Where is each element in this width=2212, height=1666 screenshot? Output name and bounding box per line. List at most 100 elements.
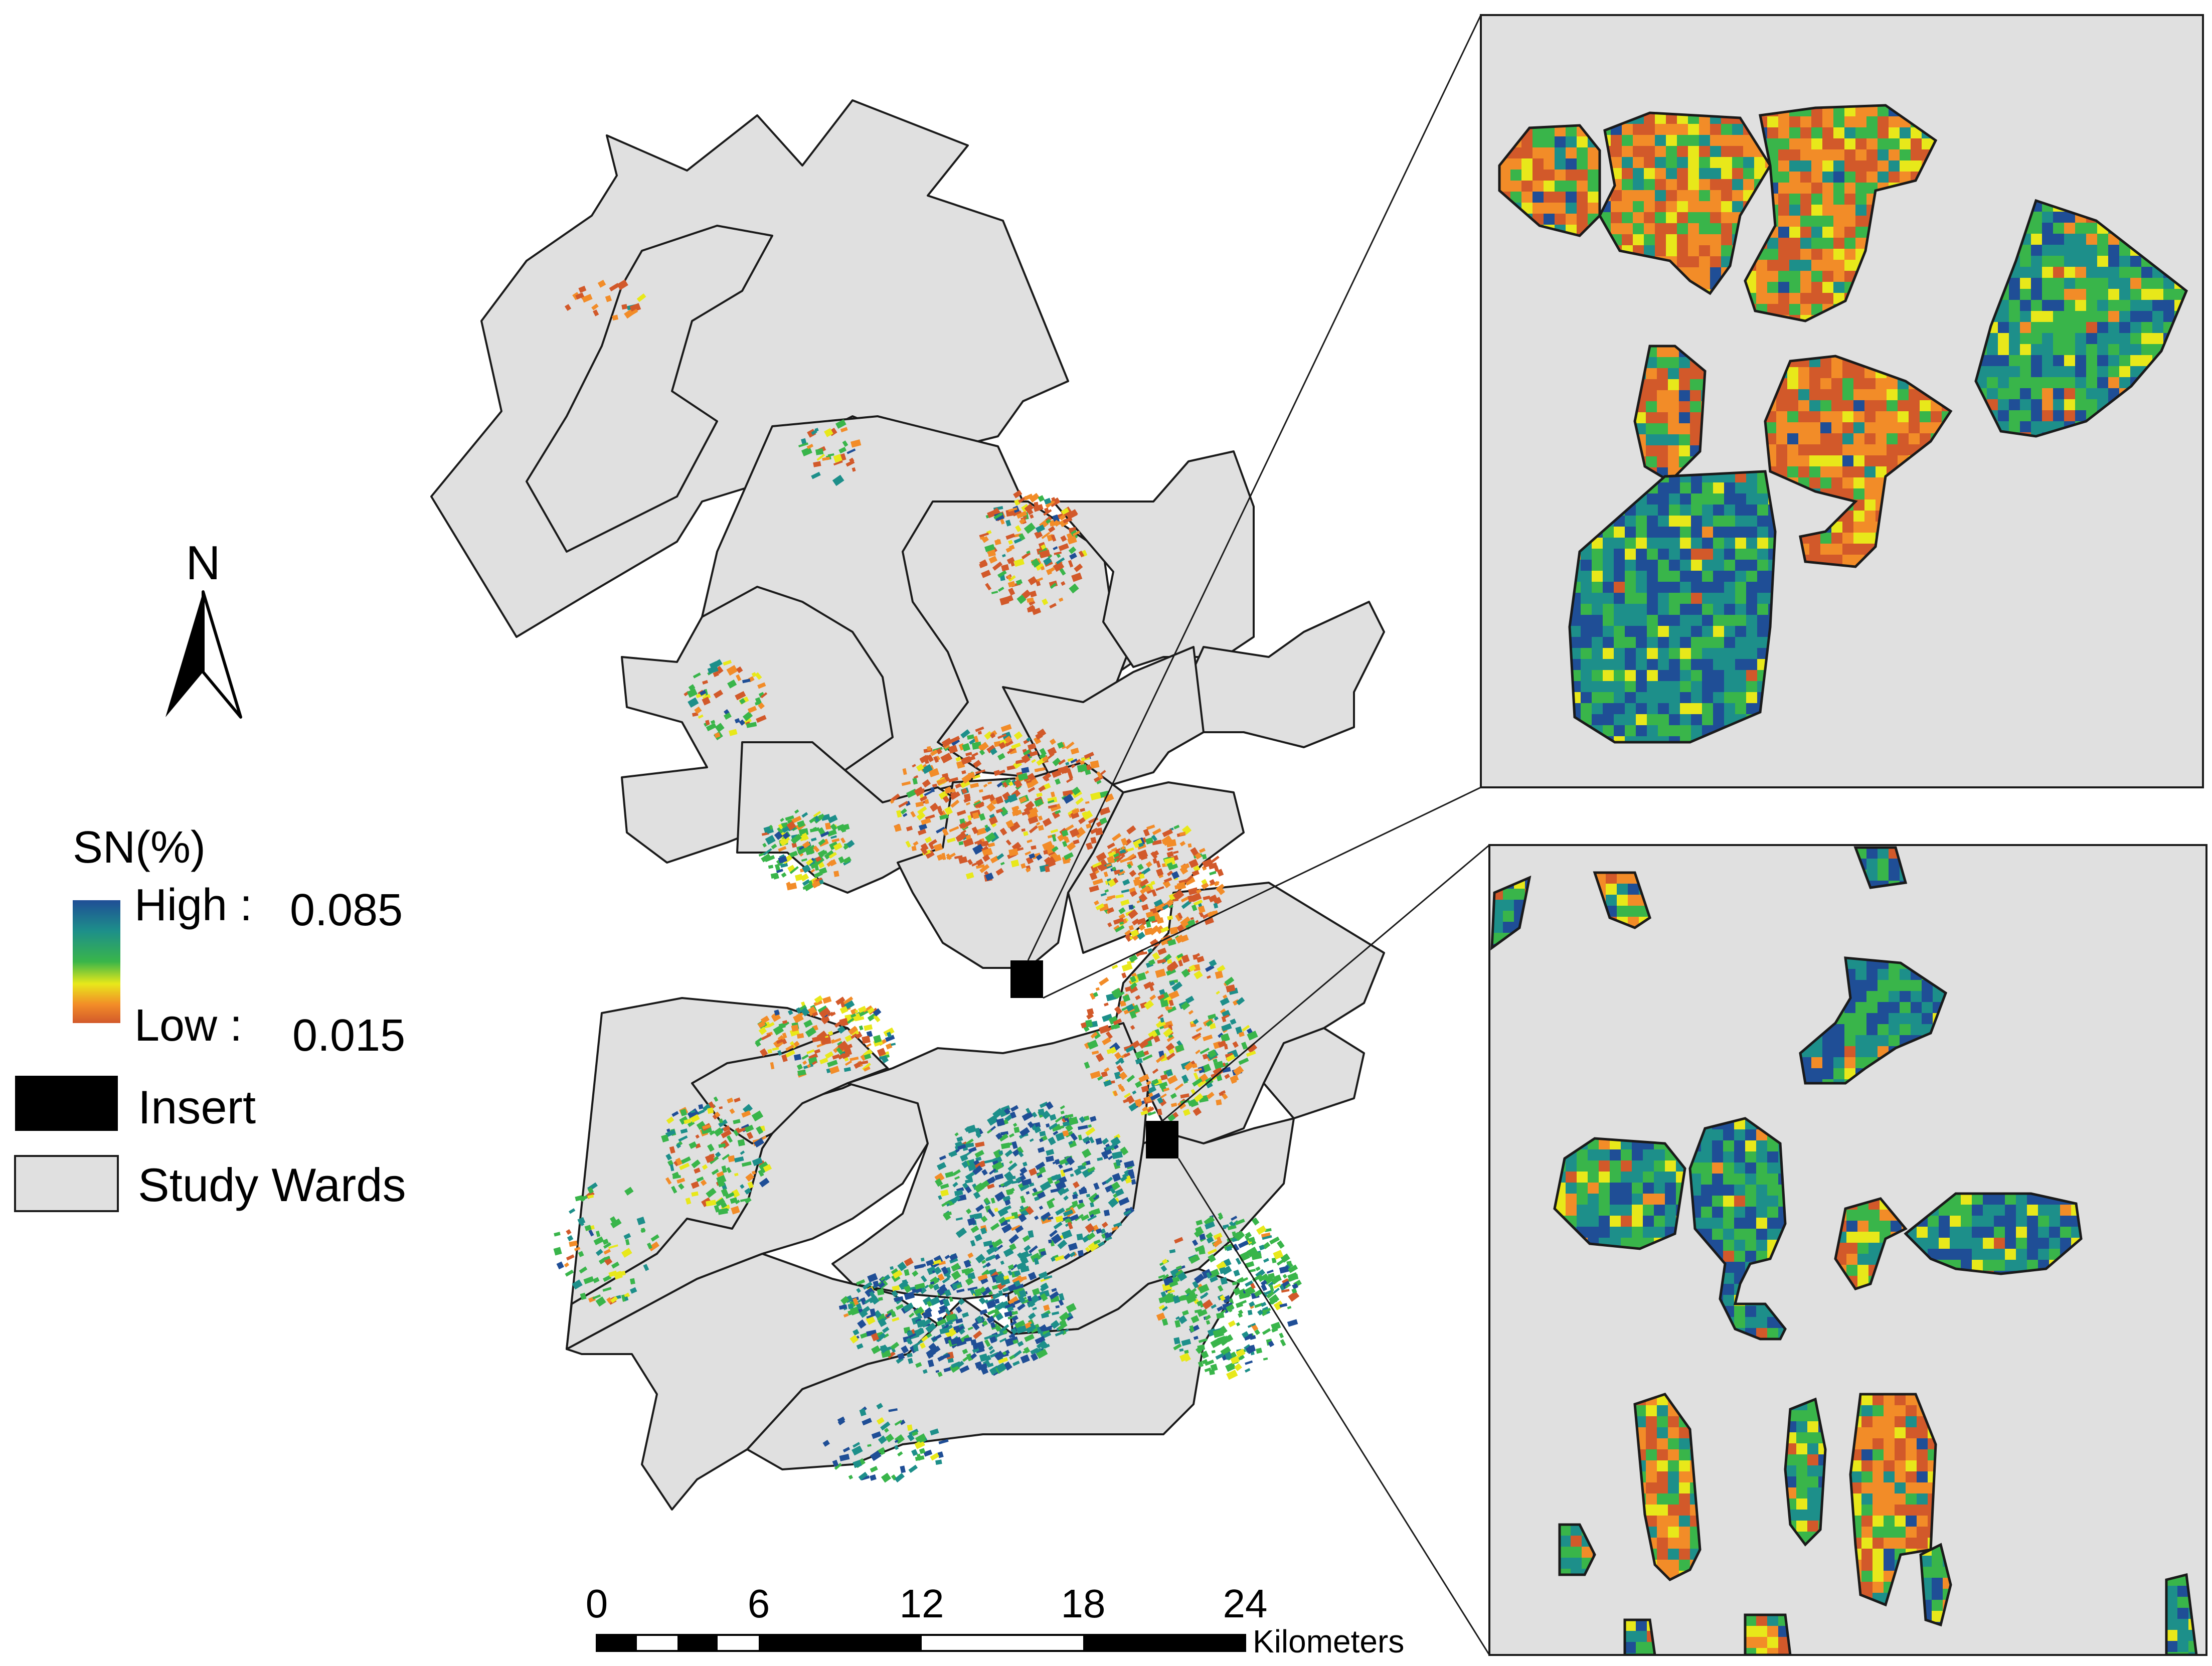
sn-patch	[1254, 1329, 1260, 1336]
inset-field-patch	[1633, 345, 1707, 483]
sn-patch	[972, 812, 979, 819]
sn-patch	[1197, 1309, 1208, 1317]
sn-patch	[921, 1335, 928, 1342]
sn-patch	[789, 866, 799, 874]
sn-patch	[1224, 976, 1235, 986]
sn-patch	[813, 811, 821, 817]
sn-patch	[1266, 1269, 1274, 1274]
sn-patch	[1222, 994, 1228, 999]
sn-patch	[1045, 845, 1057, 855]
sn-patch	[1015, 579, 1023, 585]
sn-patch	[1072, 786, 1081, 795]
sn-patch	[998, 1133, 1009, 1142]
sn-patch	[1158, 1304, 1165, 1310]
sn-patch	[802, 879, 810, 886]
sn-patch	[937, 1451, 944, 1458]
sn-patch	[1035, 732, 1043, 740]
sn-patch	[965, 835, 971, 840]
sn-patch	[1121, 963, 1133, 972]
sn-patch	[1185, 924, 1191, 930]
sn-patch	[907, 1353, 913, 1358]
sn-patch	[700, 1179, 707, 1186]
sn-patch	[746, 722, 757, 728]
sn-patch	[556, 1261, 564, 1270]
sn-patch	[1180, 1093, 1189, 1099]
sn-patch	[782, 832, 790, 840]
sn-patch	[1179, 831, 1186, 836]
sn-patch	[952, 1182, 958, 1188]
sn-patch	[671, 1111, 679, 1117]
sn-patch	[1047, 747, 1057, 756]
sn-patch	[878, 1281, 886, 1289]
sn-patch	[858, 1471, 868, 1480]
sn-patch	[941, 737, 953, 748]
sn-patch	[1251, 1217, 1260, 1226]
sn-patch	[1221, 1265, 1232, 1275]
sn-patch	[1048, 804, 1057, 809]
sn-patch	[912, 764, 916, 768]
sn-patch	[982, 1264, 987, 1268]
sn-patch	[902, 1279, 909, 1287]
sn-patch	[1070, 1174, 1074, 1177]
sn-patch	[1008, 540, 1013, 545]
sn-patch	[1168, 990, 1179, 1000]
sn-patch	[1026, 737, 1031, 742]
sn-patch	[944, 1254, 950, 1260]
sn-patch	[592, 1277, 600, 1283]
sn-patch	[939, 814, 949, 820]
sn-patch	[992, 561, 1003, 571]
sn-patch	[891, 1043, 896, 1046]
sn-patch	[1074, 826, 1086, 839]
sn-patch	[994, 1351, 1005, 1361]
sn-patch	[1151, 1078, 1159, 1085]
scale-tick-12: 12	[900, 1581, 944, 1626]
sn-patch	[554, 1232, 561, 1237]
sn-patch	[1190, 917, 1194, 920]
sn-patch	[1188, 1010, 1194, 1015]
sn-patch	[833, 842, 842, 851]
sn-patch	[990, 1321, 996, 1328]
sn-patch	[810, 838, 817, 842]
ward-north-inner	[526, 225, 773, 553]
sn-patch	[1082, 810, 1093, 820]
sn-patch	[1087, 1008, 1094, 1016]
sn-patch	[675, 1157, 683, 1166]
sn-patch	[1118, 907, 1126, 914]
sn-patch	[762, 1135, 767, 1140]
sn-patch	[1157, 994, 1165, 1000]
sn-patch	[1059, 514, 1066, 521]
sn-patch	[1196, 1220, 1203, 1226]
sn-patch	[958, 841, 964, 846]
sn-patch	[1049, 1114, 1057, 1121]
sn-patch	[611, 1261, 620, 1269]
sn-patch	[1215, 1353, 1225, 1360]
sn-patch	[1244, 1368, 1251, 1373]
sn-patch	[987, 781, 992, 785]
sn-patches	[553, 279, 1302, 1483]
sn-patch	[1193, 1072, 1199, 1080]
sn-patch	[1064, 852, 1074, 860]
sn-patch	[1261, 1284, 1267, 1291]
sn-patch	[1130, 1025, 1135, 1030]
sn-patch	[1203, 895, 1211, 901]
sn-patch	[894, 1296, 904, 1302]
sn-patch	[973, 736, 979, 743]
sn-patch	[852, 1297, 859, 1306]
sn-patch	[1282, 1278, 1289, 1285]
sn-patch	[764, 855, 775, 863]
sn-patch	[1208, 862, 1218, 870]
sn-patch	[1069, 827, 1080, 838]
sn-patch	[1086, 1194, 1090, 1198]
sn-patch	[1217, 964, 1226, 973]
sn-patch	[1067, 771, 1073, 779]
sn-patch	[1021, 1178, 1032, 1186]
sn-patch	[1085, 1127, 1096, 1136]
sn-patch	[1068, 1242, 1078, 1251]
sn-patch	[1114, 1071, 1121, 1080]
sn-patch	[921, 817, 931, 825]
sn-patch	[572, 1279, 583, 1290]
sn-patch	[1029, 492, 1040, 503]
sn-patch	[843, 856, 852, 864]
sn-patch	[1207, 1248, 1217, 1255]
sn-patch	[1036, 1171, 1043, 1177]
